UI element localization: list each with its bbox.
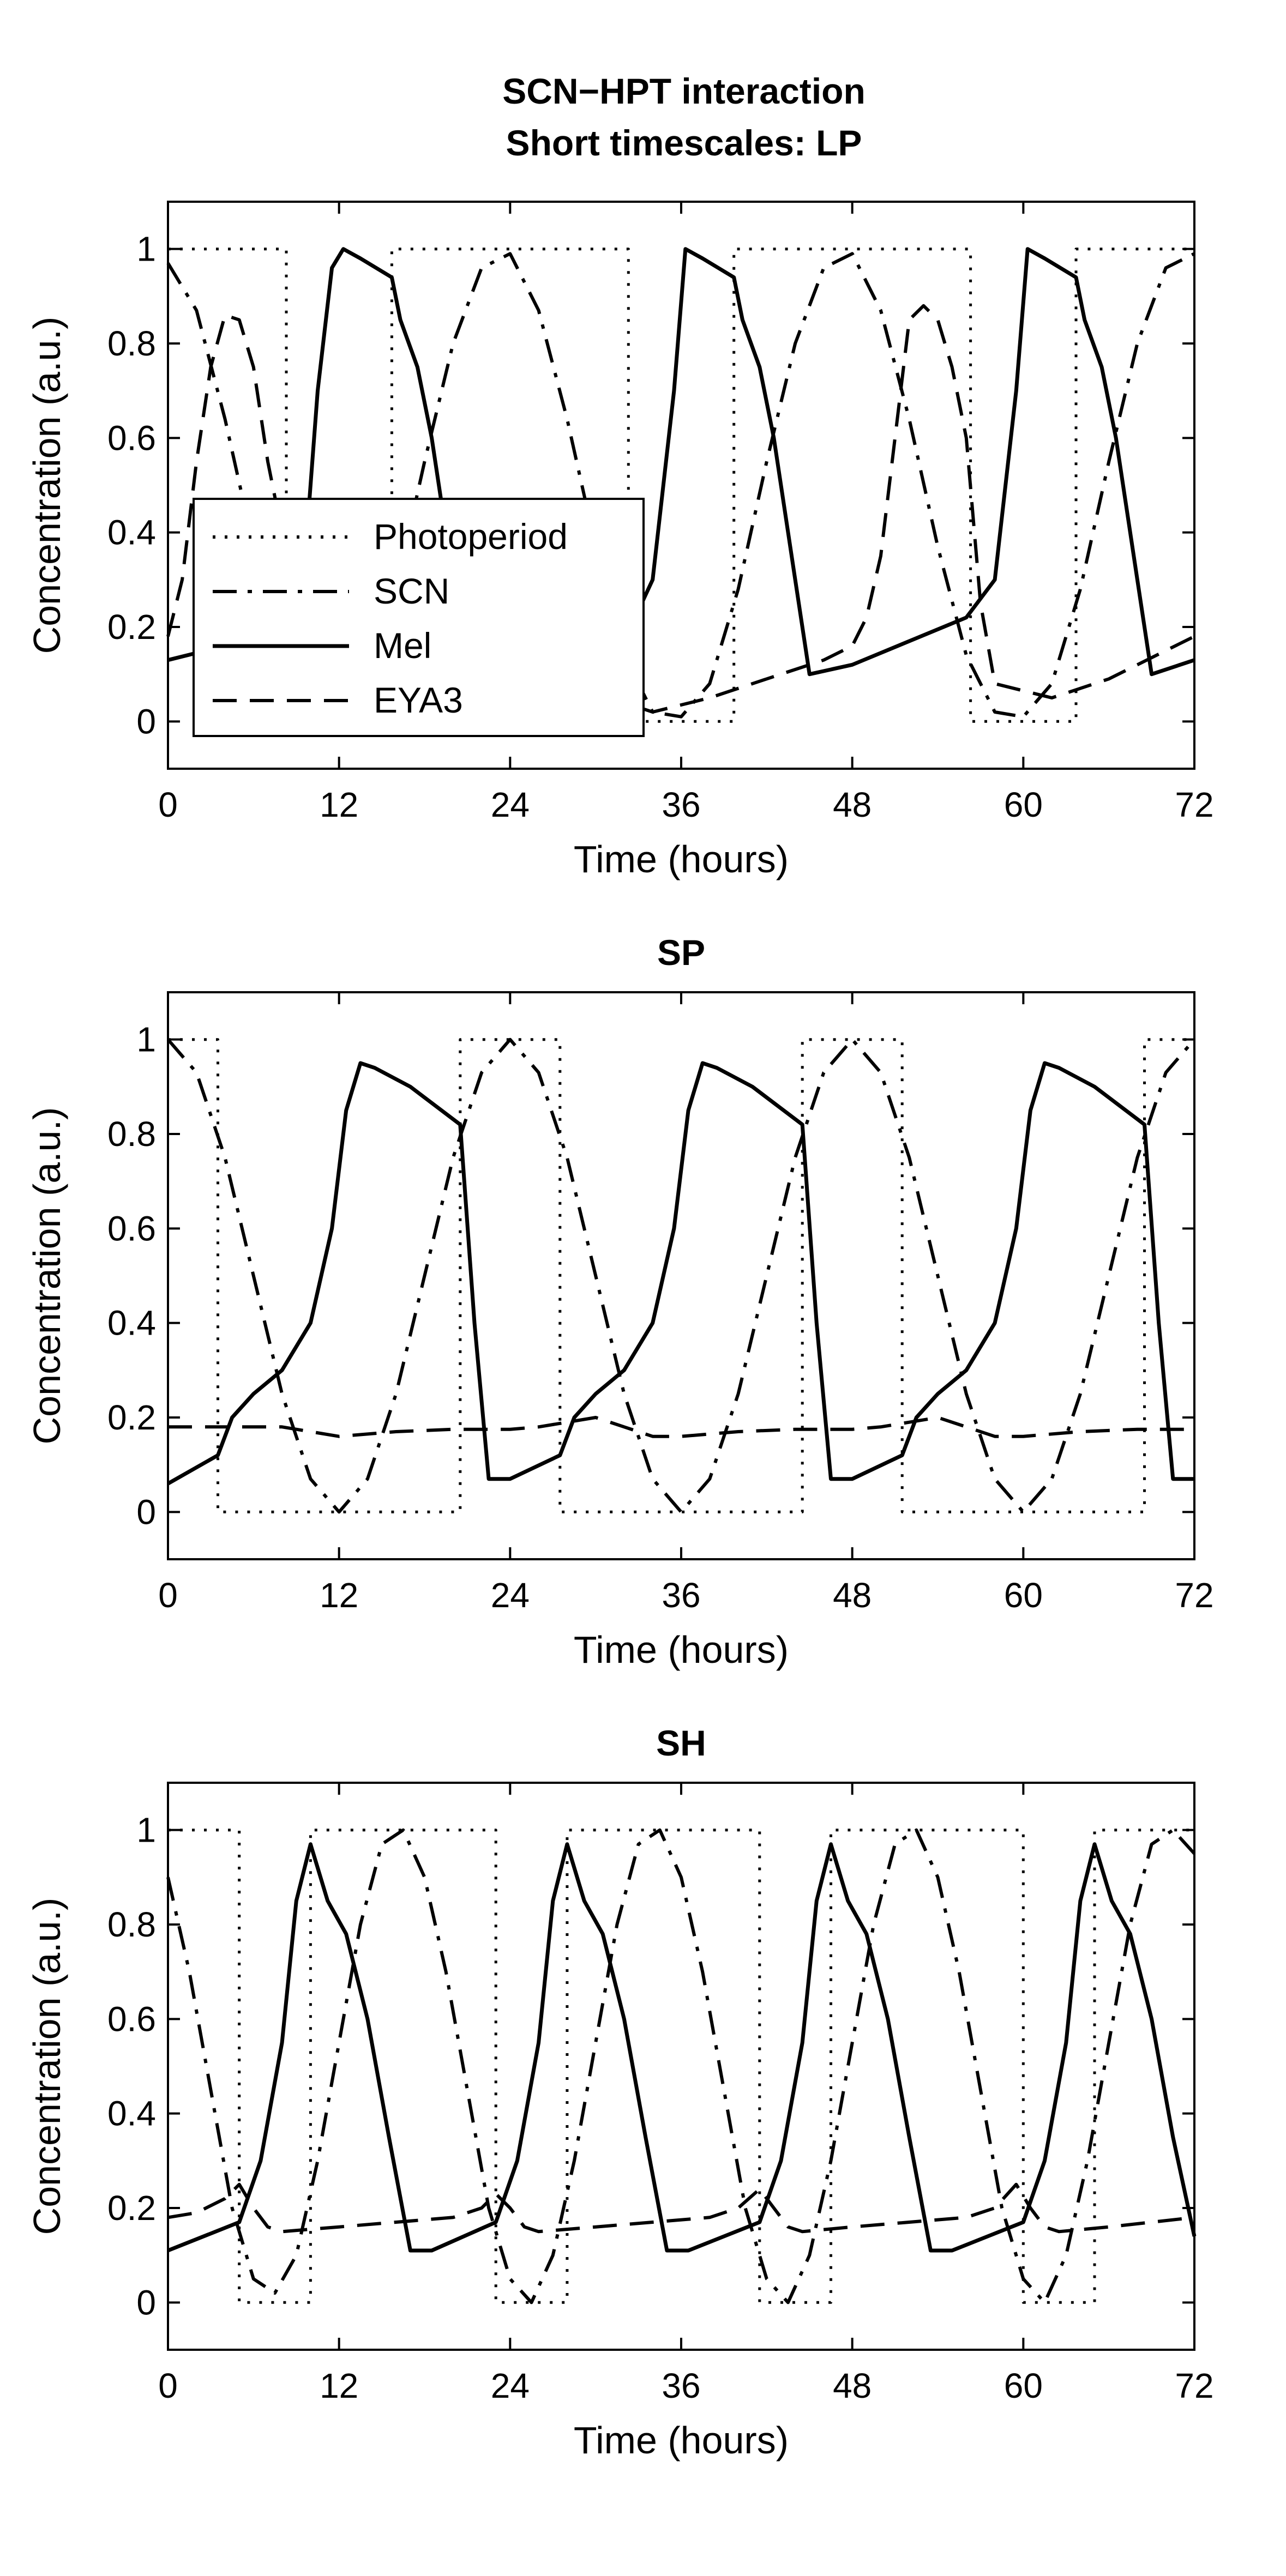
panel-1-xtick-label: 60	[1004, 785, 1043, 824]
panel-1-xtick-label: 12	[320, 785, 358, 824]
legend-box	[193, 498, 645, 737]
panel-1-series-photoperiod	[168, 248, 1194, 723]
panel-1-xtick-label: 36	[662, 785, 700, 824]
panel-1-xtick-label: 24	[491, 785, 530, 824]
panel-2-title: SP	[657, 932, 705, 973]
panel-2-xtick-label: 48	[833, 1576, 872, 1615]
panel-2-xtick-label: 0	[158, 1576, 178, 1615]
panel-3-ytick-label: 0.2	[107, 2188, 156, 2228]
panel-2-ytick-label: 0.4	[107, 1304, 156, 1343]
panel-1-ytick-label: 0.8	[107, 324, 156, 363]
panel-2-ytick-label: 0.2	[107, 1398, 156, 1437]
panel-2-series-mel	[167, 1061, 1194, 1486]
panel-3-series-scn	[166, 1828, 1196, 2304]
panel-3-ytick-label: 0.4	[107, 2094, 156, 2133]
panel-2-xlabel: Time (hours)	[574, 1628, 789, 1671]
panel-1-xtick-label: 72	[1175, 785, 1213, 824]
panel-2-ytick-label: 1	[136, 1020, 156, 1059]
panels-group: 0 12 24 36 48 60 72 0 0.2 0.4 0.6 0.8 1 Time (hours) C…	[26, 201, 1214, 2462]
panel-2: SP 0 12 24 36 48 60 72 0 0.2 0.4 0.6 0.8 1 Time (hours…	[26, 932, 1214, 1671]
panel-3: SH 0 12 24 36 48 60 72 0 0.2 0.4 0.6 0.8 1 Time (hours…	[26, 1723, 1214, 2462]
panel-1-ytick-label: 1	[136, 230, 156, 269]
panel-2-xtick-label: 72	[1175, 1576, 1213, 1615]
panel-2-ylabel: Concentration (a.u.)	[26, 1107, 68, 1445]
figure-title-line-1: SCN−HPT interaction	[502, 71, 866, 111]
legend-label-eya3: EYA3	[374, 680, 463, 720]
panel-2-ytick-label: 0	[136, 1492, 156, 1531]
figure-title-line-2: Short timescales: LP	[506, 123, 862, 163]
panel-2-xtick-label: 36	[662, 1576, 700, 1615]
panel-3-series-photoperiod	[168, 1829, 1194, 2304]
panel-1-xlabel: Time (hours)	[574, 838, 789, 880]
panel-3-ylabel: Concentration (a.u.)	[26, 1898, 68, 2235]
legend-label-scn: SCN	[374, 571, 449, 611]
panel-1-series-mel	[167, 247, 1195, 677]
panel-3-xtick-label: 60	[1004, 2366, 1043, 2405]
legend: Photoperiod SCN Mel EYA3	[193, 498, 645, 737]
panel-2-ytick-label: 0.8	[107, 1114, 156, 1154]
legend-label-mel: Mel	[374, 625, 431, 666]
legend-label-photoperiod: Photoperiod	[374, 516, 568, 557]
panel-1-ytick-label: 0.4	[107, 513, 156, 552]
panel-3-ytick-label: 1	[136, 1811, 156, 1850]
panel-1-series-eya3	[166, 304, 1195, 723]
panel-1-xtick-label: 48	[833, 785, 872, 824]
panel-2-xtick-label: 24	[491, 1576, 530, 1615]
panel-3-ytick-label: 0.8	[107, 1905, 156, 1944]
panel-1-xtick-label: 0	[158, 785, 178, 824]
panel-3-xtick-label: 48	[833, 2366, 872, 2405]
panel-1-ytick-label: 0.2	[107, 607, 156, 647]
panel-1-ytick-label: 0.6	[107, 418, 156, 457]
panel-2-series-scn	[166, 1037, 1196, 1514]
panel-3-title: SH	[656, 1723, 706, 1763]
panel-2-ytick-label: 0.6	[107, 1209, 156, 1248]
panel-3-xtick-label: 12	[320, 2366, 358, 2405]
panel-1: 0 12 24 36 48 60 72 0 0.2 0.4 0.6 0.8 1 Time (hours) C…	[26, 201, 1214, 880]
panel-1-ylabel: Concentration (a.u.)	[26, 317, 68, 654]
panel-3-xtick-label: 72	[1175, 2366, 1213, 2405]
panel-3-series-eya3	[167, 2182, 1195, 2234]
panel-3-ytick-label: 0	[136, 2283, 156, 2322]
panel-2-xtick-label: 60	[1004, 1576, 1043, 1615]
panel-3-xtick-label: 24	[491, 2366, 530, 2405]
panel-3-series-mel	[167, 1842, 1197, 2253]
panel-2-xtick-label: 12	[320, 1576, 358, 1615]
panel-3-axes-frame	[167, 1782, 1195, 2351]
panel-3-xlabel: Time (hours)	[574, 2419, 789, 2462]
panel-3-xtick-label: 36	[662, 2366, 700, 2405]
panel-3-xtick-label: 0	[158, 2366, 178, 2405]
panel-2-series-eya3	[168, 1416, 1194, 1438]
panel-3-ytick-label: 0.6	[107, 1999, 156, 2038]
panel-1-ytick-label: 0	[136, 702, 156, 741]
